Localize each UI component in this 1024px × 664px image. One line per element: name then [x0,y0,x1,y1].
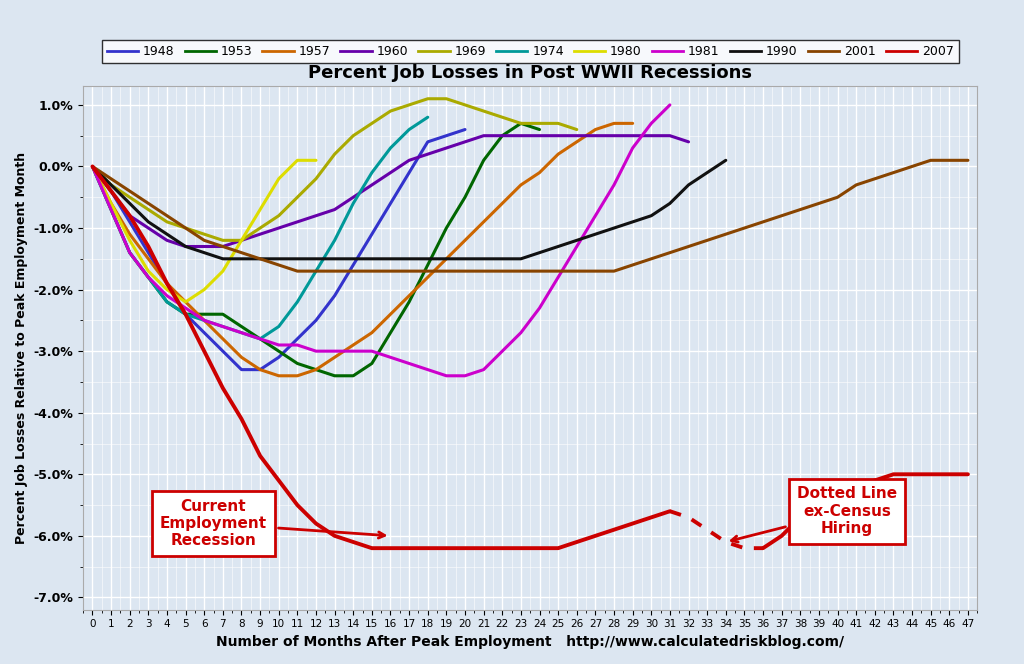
Y-axis label: Percent Job Losses Relative to Peak Employment Month: Percent Job Losses Relative to Peak Empl… [15,152,28,544]
X-axis label: Number of Months After Peak Employment   http://www.calculatedriskblog.com/: Number of Months After Peak Employment h… [216,635,844,649]
Title: Percent Job Losses in Post WWII Recessions: Percent Job Losses in Post WWII Recessio… [308,64,753,82]
Legend: 1948, 1953, 1957, 1960, 1969, 1974, 1980, 1981, 1990, 2001, 2007: 1948, 1953, 1957, 1960, 1969, 1974, 1980… [101,41,958,63]
Text: Current
Employment
Recession: Current Employment Recession [160,499,385,548]
Text: Dotted Line
ex-Census
Hiring: Dotted Line ex-Census Hiring [731,486,897,542]
